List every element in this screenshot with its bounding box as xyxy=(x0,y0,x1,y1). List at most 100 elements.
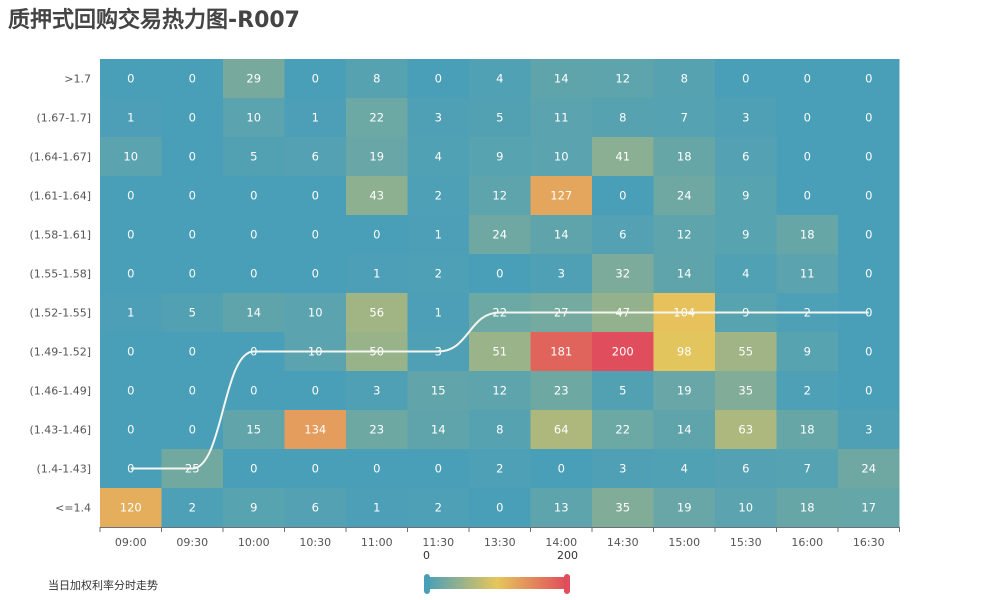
heatmap-cell[interactable] xyxy=(407,254,470,293)
heatmap-cell[interactable] xyxy=(100,59,162,98)
heatmap-cell[interactable] xyxy=(223,98,285,137)
heatmap-cell[interactable] xyxy=(469,215,531,254)
heatmap-cell[interactable] xyxy=(838,449,900,488)
heatmap-cell[interactable] xyxy=(530,137,593,176)
heatmap-cell[interactable] xyxy=(776,371,839,410)
heatmap-cell[interactable] xyxy=(223,254,285,293)
heatmap-cell[interactable] xyxy=(346,293,408,332)
heatmap-cell[interactable] xyxy=(161,137,224,176)
heatmap-cell[interactable] xyxy=(530,371,593,410)
heatmap-cell[interactable] xyxy=(346,488,408,527)
heatmap-cell[interactable] xyxy=(838,98,900,137)
heatmap-cell[interactable] xyxy=(592,98,654,137)
heatmap-cell[interactable] xyxy=(407,137,470,176)
heatmap-cell[interactable] xyxy=(346,137,408,176)
heatmap-cell[interactable] xyxy=(715,137,777,176)
heatmap-cell[interactable] xyxy=(284,98,347,137)
heatmap-cell[interactable] xyxy=(223,410,285,449)
heatmap-cell[interactable] xyxy=(100,137,162,176)
heatmap-cell[interactable] xyxy=(469,98,531,137)
heatmap-cell[interactable] xyxy=(838,215,900,254)
heatmap-cell[interactable] xyxy=(715,410,777,449)
heatmap-cell[interactable] xyxy=(407,488,470,527)
heatmap-cell[interactable] xyxy=(100,293,162,332)
heatmap-cell[interactable] xyxy=(530,449,593,488)
heatmap-cell[interactable] xyxy=(530,332,593,371)
heatmap-cell[interactable] xyxy=(223,293,285,332)
heatmap-cell[interactable] xyxy=(530,59,593,98)
heatmap-cell[interactable] xyxy=(284,449,347,488)
heatmap-cell[interactable] xyxy=(715,371,777,410)
heatmap-cell[interactable] xyxy=(346,410,408,449)
heatmap-cell[interactable] xyxy=(284,371,347,410)
heatmap-cell[interactable] xyxy=(715,488,777,527)
heatmap-cell[interactable] xyxy=(592,254,654,293)
heatmap-cell[interactable] xyxy=(592,137,654,176)
heatmap-cell[interactable] xyxy=(838,254,900,293)
heatmap-cell[interactable] xyxy=(469,449,531,488)
heatmap-cell[interactable] xyxy=(838,137,900,176)
heatmap-cell[interactable] xyxy=(161,176,224,215)
heatmap-cell[interactable] xyxy=(592,449,654,488)
heatmap-cell[interactable] xyxy=(838,410,900,449)
visualmap-min-handle[interactable] xyxy=(424,574,430,594)
heatmap-cell[interactable] xyxy=(715,98,777,137)
heatmap-cell[interactable] xyxy=(346,449,408,488)
heatmap-cell[interactable] xyxy=(346,254,408,293)
heatmap-cell[interactable] xyxy=(592,332,654,371)
heatmap-cell[interactable] xyxy=(161,59,224,98)
heatmap-cell[interactable] xyxy=(469,488,531,527)
heatmap-cell[interactable] xyxy=(715,59,777,98)
heatmap-cell[interactable] xyxy=(161,332,224,371)
heatmap-cell[interactable] xyxy=(407,59,470,98)
heatmap-cell[interactable] xyxy=(346,215,408,254)
heatmap-cell[interactable] xyxy=(284,293,347,332)
heatmap-cell[interactable] xyxy=(776,98,839,137)
heatmap-cell[interactable] xyxy=(100,332,162,371)
heatmap-cell[interactable] xyxy=(715,332,777,371)
heatmap-cell[interactable] xyxy=(100,410,162,449)
heatmap-cell[interactable] xyxy=(653,332,716,371)
heatmap-cell[interactable] xyxy=(592,59,654,98)
heatmap-cell[interactable] xyxy=(838,59,900,98)
heatmap-cell[interactable] xyxy=(715,215,777,254)
heatmap-cell[interactable] xyxy=(100,371,162,410)
heatmap-cell[interactable] xyxy=(346,98,408,137)
heatmap-cell[interactable] xyxy=(838,371,900,410)
heatmap-cell[interactable] xyxy=(653,176,716,215)
heatmap-cell[interactable] xyxy=(592,410,654,449)
heatmap-cell[interactable] xyxy=(653,137,716,176)
heatmap-cell[interactable] xyxy=(161,488,224,527)
heatmap-cell[interactable] xyxy=(346,371,408,410)
heatmap-cell[interactable] xyxy=(223,59,285,98)
heatmap-cell[interactable] xyxy=(715,176,777,215)
heatmap-cell[interactable] xyxy=(161,254,224,293)
heatmap-cell[interactable] xyxy=(776,59,839,98)
heatmap-cell[interactable] xyxy=(776,215,839,254)
heatmap-cell[interactable] xyxy=(776,254,839,293)
heatmap-cell[interactable] xyxy=(530,410,593,449)
heatmap-cell[interactable] xyxy=(346,176,408,215)
heatmap-cell[interactable] xyxy=(100,488,162,527)
heatmap-cell[interactable] xyxy=(407,371,470,410)
heatmap-cell[interactable] xyxy=(223,215,285,254)
heatmap-cell[interactable] xyxy=(530,215,593,254)
heatmap-cell[interactable] xyxy=(469,371,531,410)
heatmap-cell[interactable] xyxy=(592,176,654,215)
heatmap-cell[interactable] xyxy=(407,98,470,137)
heatmap-cell[interactable] xyxy=(161,215,224,254)
heatmap-cell[interactable] xyxy=(530,98,593,137)
heatmap-cell[interactable] xyxy=(776,332,839,371)
visualmap-slider[interactable] xyxy=(424,574,570,594)
heatmap-cell[interactable] xyxy=(161,371,224,410)
heatmap-cell[interactable] xyxy=(284,215,347,254)
heatmap-cell[interactable] xyxy=(284,488,347,527)
heatmap-cell[interactable] xyxy=(653,449,716,488)
heatmap-cell[interactable] xyxy=(592,215,654,254)
heatmap-cell[interactable] xyxy=(653,254,716,293)
heatmap-cell[interactable] xyxy=(838,176,900,215)
heatmap-cell[interactable] xyxy=(284,137,347,176)
heatmap-cell[interactable] xyxy=(100,254,162,293)
heatmap-cell[interactable] xyxy=(407,293,470,332)
heatmap-cell[interactable] xyxy=(653,488,716,527)
